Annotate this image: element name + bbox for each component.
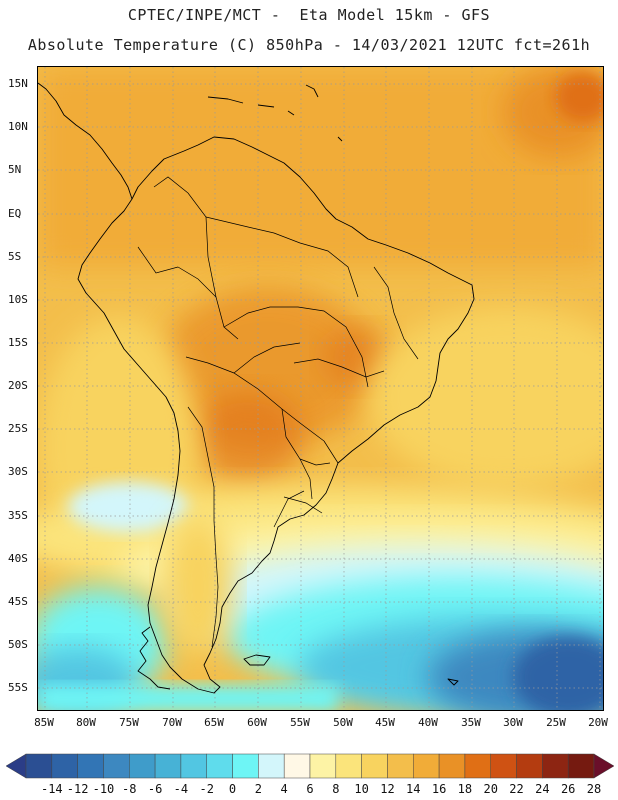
colorbar-tick-label: -8 bbox=[122, 782, 137, 796]
colorbar-swatch bbox=[206, 753, 233, 779]
colorbar-tick-label: 24 bbox=[535, 782, 550, 796]
colorbar-swatch bbox=[258, 753, 285, 779]
colorbar-tick-label: 2 bbox=[254, 782, 262, 796]
colorbar-tick-label: 12 bbox=[380, 782, 395, 796]
colorbar-swatch bbox=[77, 753, 104, 779]
colorbar-swatch bbox=[335, 753, 362, 779]
colorbar-swatch bbox=[51, 753, 78, 779]
colorbar bbox=[6, 753, 614, 779]
colorbar-tick-label: 20 bbox=[483, 782, 498, 796]
lon-label: 65W bbox=[204, 716, 224, 729]
colorbar-swatch bbox=[567, 753, 595, 779]
colorbar-tick-label: -2 bbox=[199, 782, 214, 796]
lat-label: 25S bbox=[8, 422, 28, 435]
lat-label: 40S bbox=[8, 552, 28, 565]
colorbar-swatch bbox=[490, 753, 517, 779]
colorbar-swatch bbox=[542, 753, 569, 779]
colorbar-tick-label: -10 bbox=[92, 782, 115, 796]
lat-label: 45S bbox=[8, 595, 28, 608]
colorbar-swatch bbox=[154, 753, 182, 779]
lat-label: 35S bbox=[8, 509, 28, 522]
lon-label: 70W bbox=[162, 716, 182, 729]
lon-label: 30W bbox=[503, 716, 523, 729]
lon-label: 35W bbox=[461, 716, 481, 729]
grid-lines bbox=[38, 67, 603, 710]
lon-label: 80W bbox=[76, 716, 96, 729]
colorbar-tick-label: 10 bbox=[354, 782, 369, 796]
colorbar-tick-label: 18 bbox=[457, 782, 473, 796]
lon-label: 20W bbox=[588, 716, 608, 729]
colorbar-swatch bbox=[438, 753, 466, 779]
lon-label: 60W bbox=[247, 716, 267, 729]
country-borders bbox=[137, 176, 419, 648]
colorbar-swatch bbox=[283, 753, 311, 779]
colorbar-tick-label: 22 bbox=[509, 782, 524, 796]
colorbar-swatch bbox=[25, 753, 53, 779]
colorbar-tick-label: -14 bbox=[40, 782, 63, 796]
colorbar-swatch bbox=[232, 753, 259, 779]
colorbar-tick-label: 4 bbox=[280, 782, 288, 796]
lon-label: 75W bbox=[119, 716, 139, 729]
colorbar-tick-label: 26 bbox=[560, 782, 576, 796]
lat-label: 10S bbox=[8, 293, 28, 306]
coastlines bbox=[38, 82, 475, 694]
lat-label: 15S bbox=[8, 336, 28, 349]
lat-label: 15N bbox=[8, 77, 28, 90]
lon-label: 25W bbox=[546, 716, 566, 729]
map-subtitle: Absolute Temperature (C) 850hPa - 14/03/… bbox=[27, 36, 591, 54]
colorbar-swatch bbox=[516, 753, 543, 779]
colorbar-tick-label: 28 bbox=[586, 782, 602, 796]
colorbar-swatch bbox=[464, 753, 491, 779]
lon-label: 45W bbox=[375, 716, 395, 729]
lat-label: 55S bbox=[8, 681, 28, 694]
colorbar-swatch bbox=[180, 753, 207, 779]
colorbar-swatch bbox=[413, 753, 440, 779]
colorbar-tick-label: 16 bbox=[431, 782, 447, 796]
colorbar-tick-label: -4 bbox=[173, 782, 189, 796]
map-title: CPTEC/INPE/MCT - Eta Model 15km - GFS bbox=[127, 6, 491, 24]
lat-label: 5N bbox=[8, 163, 22, 176]
colorbar-swatch bbox=[387, 753, 414, 779]
temperature-field bbox=[38, 67, 603, 710]
lat-label: 50S bbox=[8, 638, 28, 651]
lon-label: 55W bbox=[290, 716, 310, 729]
colorbar-high-arrow bbox=[593, 753, 614, 779]
colorbar-tick-label: 8 bbox=[332, 782, 340, 796]
colorbar-swatch bbox=[309, 753, 337, 779]
lat-label: 30S bbox=[8, 465, 28, 478]
lat-label: 5S bbox=[8, 250, 22, 263]
colorbar-swatch bbox=[361, 753, 388, 779]
colorbar-swatch bbox=[129, 753, 156, 779]
lon-label: 85W bbox=[34, 716, 54, 729]
temperature-map bbox=[37, 66, 604, 711]
colorbar-tick-label: -12 bbox=[66, 782, 89, 796]
map-canvas bbox=[38, 67, 603, 710]
colorbar-low-arrow bbox=[6, 753, 27, 779]
colorbar-swatch bbox=[103, 753, 130, 779]
lon-label: 40W bbox=[418, 716, 438, 729]
lon-label: 50W bbox=[333, 716, 353, 729]
lat-label: 10N bbox=[8, 120, 28, 133]
lat-label: 20S bbox=[8, 379, 28, 392]
colorbar-tick-label: 0 bbox=[228, 782, 237, 796]
colorbar-tick-label: -6 bbox=[147, 782, 163, 796]
colorbar-tick-label: 6 bbox=[306, 782, 314, 796]
colorbar-tick-label: 14 bbox=[406, 782, 421, 796]
lat-label: EQ bbox=[8, 207, 22, 220]
